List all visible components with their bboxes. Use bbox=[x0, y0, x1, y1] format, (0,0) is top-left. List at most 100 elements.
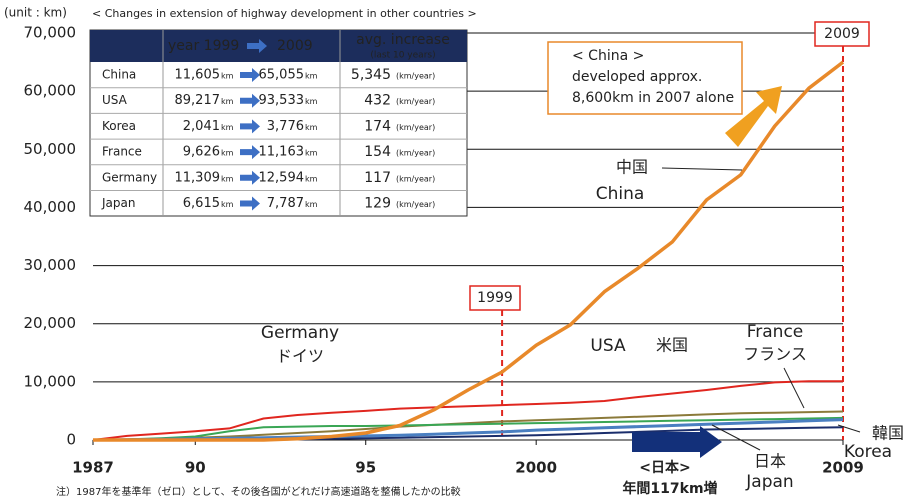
table-unit: km bbox=[221, 123, 234, 132]
table-cell: 11,163 bbox=[259, 145, 305, 160]
y-tick-label: 40,000 bbox=[24, 198, 77, 216]
series-line bbox=[93, 60, 845, 442]
table-cell: 11,605 bbox=[175, 68, 221, 83]
leader-line bbox=[661, 167, 743, 171]
table-header bbox=[90, 30, 467, 62]
x-tick-label: 1987 bbox=[72, 459, 114, 477]
table-cell: 3,776 bbox=[267, 119, 304, 134]
table-unit: km bbox=[305, 149, 318, 158]
series-local-label: 米国 bbox=[656, 336, 688, 355]
callout-arrow bbox=[725, 86, 782, 147]
series-label: USA bbox=[590, 336, 626, 356]
row-arrow bbox=[240, 119, 260, 134]
table-unit: km bbox=[305, 97, 318, 106]
table-cell: 432 bbox=[364, 93, 391, 109]
japan-note: <日本> bbox=[639, 459, 690, 476]
series-line bbox=[92, 380, 843, 441]
table-cell: 6,615 bbox=[183, 196, 220, 211]
series-local-label: ドイツ bbox=[276, 347, 324, 366]
x-tick-label: 90 bbox=[185, 459, 206, 477]
leader-line bbox=[837, 424, 861, 433]
table-cell: 9,626 bbox=[183, 145, 220, 160]
table-unit: km bbox=[305, 200, 318, 209]
table-cell: Japan bbox=[101, 196, 135, 210]
table-header-text: (last 10 years) bbox=[370, 51, 435, 61]
callout-text: 8,600km in 2007 alone bbox=[572, 90, 734, 106]
table-unit: (km/year) bbox=[396, 174, 435, 183]
row-arrow bbox=[240, 93, 260, 108]
table-cell: 65,055 bbox=[259, 68, 305, 83]
marker-box bbox=[469, 285, 521, 311]
table-cell: USA bbox=[102, 93, 128, 107]
y-tick-label: 60,000 bbox=[24, 82, 77, 100]
marker-label: 1999 bbox=[477, 290, 513, 306]
table-cell: 117 bbox=[364, 170, 391, 186]
callout-box bbox=[547, 41, 743, 115]
footnote: 注）1987年を基準年（ゼロ）として、その後各国がどれだけ高速道路を整備したかの… bbox=[56, 485, 461, 498]
series-line bbox=[92, 410, 844, 441]
y-tick-label: 50,000 bbox=[24, 140, 77, 158]
leader-line bbox=[783, 367, 805, 409]
table-cell: France bbox=[102, 145, 142, 159]
table-cell: 11,309 bbox=[175, 170, 221, 185]
japan-note: 年間117km増 bbox=[622, 480, 717, 497]
y-tick-label: 20,000 bbox=[24, 314, 77, 332]
y-tick-label: 70,000 bbox=[24, 24, 77, 42]
series-label: Korea bbox=[844, 442, 892, 462]
series-local-label: 韓国 bbox=[872, 424, 904, 443]
x-tick-label: 95 bbox=[355, 459, 376, 477]
table-header-text: avg. increase bbox=[356, 32, 450, 48]
chart-title: < Changes in extension of highway develo… bbox=[92, 7, 477, 20]
table-header-text: year 1999 bbox=[168, 38, 239, 54]
table-unit: km bbox=[221, 149, 234, 158]
table-unit: km bbox=[221, 200, 234, 209]
y-tick-label: 30,000 bbox=[24, 256, 77, 274]
table-unit: (km/year) bbox=[396, 149, 435, 158]
table-unit: (km/year) bbox=[396, 123, 435, 132]
table-unit: (km/year) bbox=[396, 97, 435, 106]
table-cell: China bbox=[102, 68, 136, 82]
row-arrow bbox=[240, 196, 260, 211]
table-unit: km bbox=[221, 72, 234, 81]
series-line bbox=[92, 416, 844, 441]
table-cell: Korea bbox=[102, 119, 136, 133]
series-label: Japan bbox=[745, 472, 793, 492]
series-label: China bbox=[596, 184, 645, 204]
leader-line bbox=[711, 424, 761, 451]
table-cell: 129 bbox=[364, 196, 391, 212]
table: year 1999 2009 avg. increase (last 10 years… bbox=[89, 29, 468, 217]
table-header-text: 2009 bbox=[277, 38, 313, 54]
y-tick-label: 10,000 bbox=[24, 372, 77, 390]
series-local-label: フランス bbox=[743, 345, 807, 364]
table-unit: km bbox=[305, 72, 318, 81]
series-label: Germany bbox=[261, 323, 339, 343]
table-cell: 89,217 bbox=[175, 93, 221, 108]
table-cell: 7,787 bbox=[267, 196, 304, 211]
table-cell: 2,041 bbox=[183, 119, 220, 134]
marker-label: 2009 bbox=[824, 26, 860, 42]
table-unit: km bbox=[305, 174, 318, 183]
table-cell: 93,533 bbox=[259, 93, 305, 108]
table-unit: km bbox=[305, 123, 318, 132]
table-cell: 174 bbox=[364, 118, 391, 134]
table-cell: 5,345 bbox=[351, 67, 391, 83]
table-unit: km bbox=[221, 97, 234, 106]
table-unit: (km/year) bbox=[396, 72, 435, 81]
callout-text: < China > bbox=[572, 48, 644, 64]
table-unit: km bbox=[221, 174, 234, 183]
row-arrow bbox=[240, 68, 260, 82]
table-cell: 154 bbox=[364, 144, 391, 160]
y-tick-label: 0 bbox=[66, 431, 76, 449]
x-tick-label: 2000 bbox=[515, 459, 557, 477]
table-cell: Germany bbox=[102, 170, 157, 184]
series-label: France bbox=[747, 322, 804, 342]
series-local-label: 中国 bbox=[616, 158, 648, 177]
row-arrow bbox=[240, 170, 260, 185]
marker-box bbox=[814, 21, 870, 47]
table-unit: (km/year) bbox=[396, 200, 435, 209]
header-arrow bbox=[247, 39, 267, 53]
x-tick-label: 2009 bbox=[822, 459, 864, 477]
japan-arrow bbox=[632, 426, 722, 458]
row-arrow bbox=[240, 145, 260, 160]
